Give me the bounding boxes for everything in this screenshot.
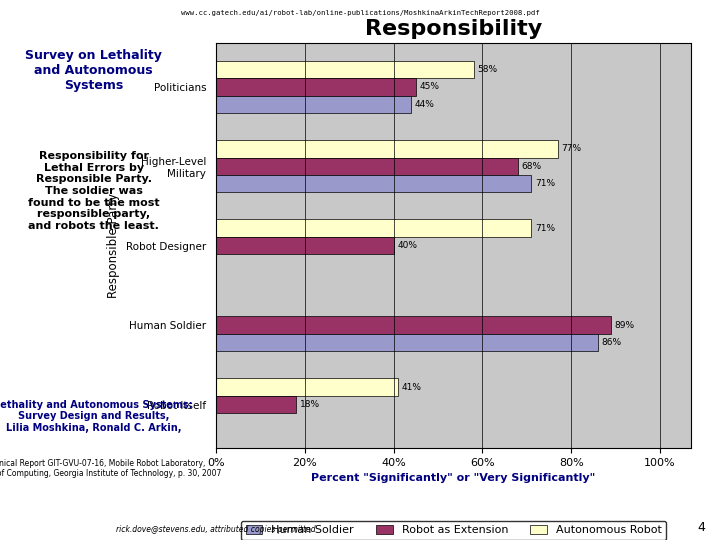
Bar (216, 158, 518, 175)
Text: 4: 4 (698, 521, 706, 534)
Text: 40%: 40% (397, 241, 417, 250)
Bar (216, 379, 398, 396)
Text: Survey on Lethality
and Autonomous
Systems: Survey on Lethality and Autonomous Syste… (25, 49, 162, 92)
Bar (216, 219, 531, 237)
Text: 41%: 41% (402, 382, 422, 392)
Text: 58%: 58% (477, 65, 498, 74)
Text: 68%: 68% (521, 162, 541, 171)
Text: rick.dove@stevens.edu, attributed copies permitted: rick.dove@stevens.edu, attributed copies… (116, 524, 316, 534)
Y-axis label: Responsible Party: Responsible Party (107, 193, 120, 298)
Text: 71%: 71% (535, 179, 555, 188)
Text: 45%: 45% (420, 83, 439, 91)
Title: Responsibility: Responsibility (365, 19, 542, 39)
Text: 77%: 77% (562, 144, 582, 153)
Bar (216, 316, 611, 334)
Text: 71%: 71% (535, 224, 555, 233)
Bar (216, 78, 416, 96)
Text: 89%: 89% (615, 321, 635, 329)
Text: Technical Report GIT-GVU-07-16, Mobile Robot Laboratory,
College of Computing, G: Technical Report GIT-GVU-07-16, Mobile R… (0, 459, 221, 478)
Text: 44%: 44% (415, 100, 435, 109)
Text: 86%: 86% (601, 338, 621, 347)
Bar (216, 396, 296, 413)
Bar (216, 175, 531, 192)
Text: Responsibility for
Lethal Errors by
Responsible Party.
The soldier was
found to : Responsibility for Lethal Errors by Resp… (28, 151, 159, 231)
Legend: Human Soldier, Robot as Extension, Autonomous Robot: Human Soldier, Robot as Extension, Auton… (241, 521, 666, 540)
Text: www.cc.gatech.edu/ai/robot-lab/online-publications/MoshkinaArkinTechReport2008.p: www.cc.gatech.edu/ai/robot-lab/online-pu… (181, 10, 539, 16)
Bar (216, 60, 474, 78)
Bar (216, 237, 394, 254)
Bar (216, 96, 411, 113)
Text: 18%: 18% (300, 400, 320, 409)
Text: Lethality and Autonomous Systems:
Survey Design and Results,
Lilia Moshkina, Ron: Lethality and Autonomous Systems: Survey… (0, 400, 193, 433)
X-axis label: Percent "Significantly" or "Very Significantly": Percent "Significantly" or "Very Signifi… (312, 474, 595, 483)
Bar (216, 334, 598, 352)
Bar (216, 140, 558, 158)
